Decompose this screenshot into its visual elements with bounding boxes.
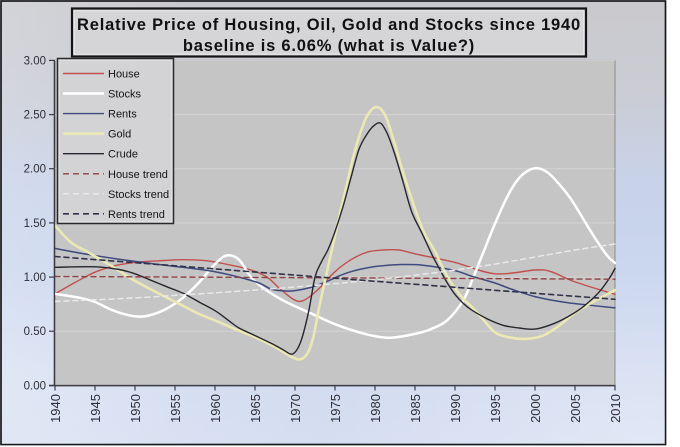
svg-text:2010: 2010 xyxy=(608,394,623,423)
svg-text:House trend: House trend xyxy=(108,169,168,181)
svg-text:1.00: 1.00 xyxy=(24,272,46,284)
svg-text:2000: 2000 xyxy=(528,394,543,423)
svg-text:Stocks trend: Stocks trend xyxy=(108,189,169,201)
svg-text:1985: 1985 xyxy=(408,394,423,423)
svg-text:House: House xyxy=(108,69,140,81)
svg-text:1960: 1960 xyxy=(208,394,223,423)
svg-text:1965: 1965 xyxy=(248,394,263,423)
svg-text:baseline is 6.06% (what is Val: baseline is 6.06% (what is Value?) xyxy=(183,37,475,55)
svg-text:1990: 1990 xyxy=(448,394,463,423)
svg-text:Gold: Gold xyxy=(108,129,131,141)
svg-text:1970: 1970 xyxy=(288,394,303,423)
svg-text:1.50: 1.50 xyxy=(24,218,46,230)
svg-text:2005: 2005 xyxy=(568,394,583,423)
svg-text:0.00: 0.00 xyxy=(24,380,46,392)
svg-text:1950: 1950 xyxy=(128,394,143,423)
svg-text:Stocks: Stocks xyxy=(108,89,142,101)
svg-text:1955: 1955 xyxy=(168,394,183,423)
svg-text:Crude: Crude xyxy=(108,149,138,161)
svg-text:1995: 1995 xyxy=(488,394,503,423)
svg-text:2.50: 2.50 xyxy=(24,110,46,122)
svg-text:2.00: 2.00 xyxy=(24,164,46,176)
svg-text:1980: 1980 xyxy=(368,394,383,423)
svg-text:Rents: Rents xyxy=(108,109,137,121)
svg-text:3.00: 3.00 xyxy=(24,55,46,67)
svg-text:1975: 1975 xyxy=(328,394,343,423)
svg-text:1940: 1940 xyxy=(48,394,63,423)
svg-text:0.50: 0.50 xyxy=(24,326,46,338)
svg-text:1945: 1945 xyxy=(88,394,103,423)
svg-text:Rents trend: Rents trend xyxy=(108,209,165,221)
svg-text:Relative Price of Housing, Oil: Relative Price of Housing, Oil, Gold and… xyxy=(77,16,581,34)
